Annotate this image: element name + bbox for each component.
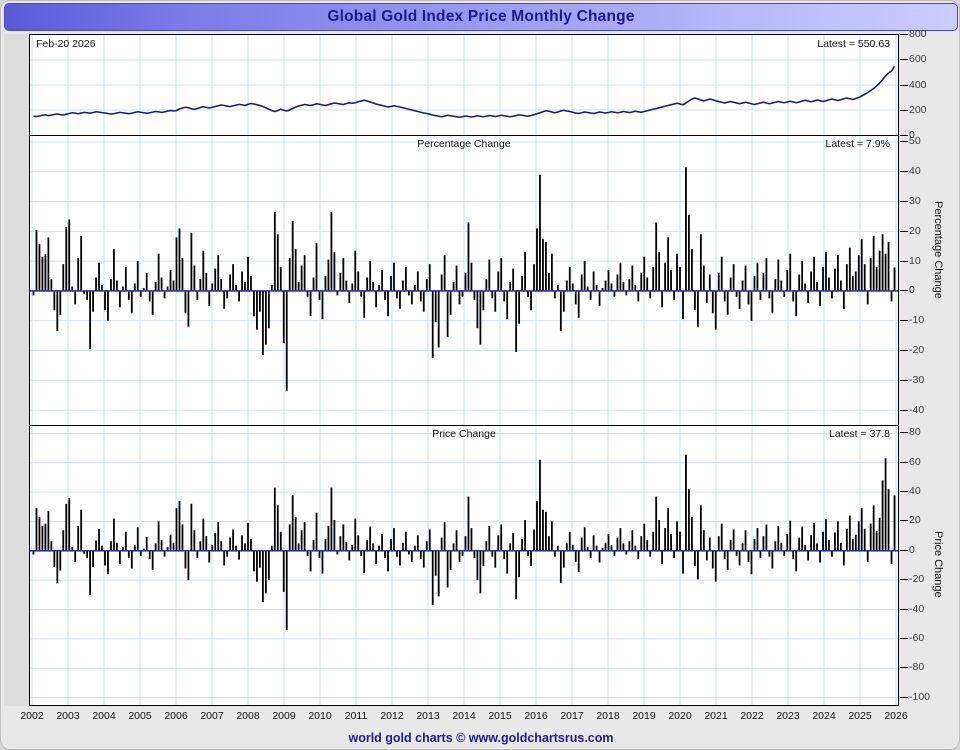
y-axis-tick-0: 0 xyxy=(909,129,915,141)
y-axis-tick-1: 10 xyxy=(909,254,921,267)
y-axis-tickmark xyxy=(900,34,908,35)
y-axis-tickmark xyxy=(900,667,908,669)
y-axis-tickmark xyxy=(900,84,908,86)
index-price-plot xyxy=(30,35,898,135)
y-axis-tickmark xyxy=(900,109,908,111)
y-axis-tickmark xyxy=(900,320,908,322)
x-axis-tick-2014: 2014 xyxy=(452,710,476,722)
y-axis-tick-1: 0 xyxy=(909,284,915,297)
x-axis-tick-2024: 2024 xyxy=(812,710,836,722)
y-axis-tickmark xyxy=(900,170,908,172)
y-axis-tickmark xyxy=(900,520,908,522)
y-axis-tick-2: 0 xyxy=(909,543,915,556)
x-axis-tick-2022: 2022 xyxy=(740,710,764,722)
chart-plot-area: Feb-20 2026 Latest = 550.63 Percentage C… xyxy=(29,34,899,706)
y-axis-tickmark xyxy=(900,579,908,581)
y-axis-tickmark xyxy=(900,135,908,136)
percentage-latest-label: Latest = 7.9% xyxy=(825,138,890,150)
x-axis-tick-2020: 2020 xyxy=(668,710,692,722)
x-axis-tick-2002: 2002 xyxy=(20,710,44,722)
left-margin-strip xyxy=(4,34,29,706)
percentage-change-title: Percentage Change xyxy=(417,138,511,150)
y-axis-tickmark xyxy=(900,260,908,262)
y-axis-tickmark xyxy=(900,410,908,412)
y-axis-tick-2: -20 xyxy=(909,573,925,586)
y-axis-tick-1: -20 xyxy=(909,344,925,357)
x-axis-tick-2009: 2009 xyxy=(272,710,296,722)
x-axis-tick-2004: 2004 xyxy=(92,710,116,722)
y-axis-tickmark xyxy=(900,350,908,352)
y-axis-tick-0: 800 xyxy=(909,28,927,40)
y-axis-tick-1: 40 xyxy=(909,164,921,177)
y-axis-tick-2: -100 xyxy=(909,690,931,703)
y-axis-tickmark xyxy=(900,608,908,610)
x-axis-tick-2017: 2017 xyxy=(560,710,584,722)
page-title: Global Gold Index Price Monthly Change xyxy=(327,8,635,25)
y-axis-tick-0: 400 xyxy=(909,78,927,91)
y-axis-tick-2: -80 xyxy=(909,661,925,674)
y-axis-tickmark xyxy=(900,491,908,493)
y-axis-tickmark xyxy=(900,380,908,382)
panel-price-change: Price Change Latest = 37.8 xyxy=(30,426,898,705)
x-axis-tick-2005: 2005 xyxy=(128,710,152,722)
y-axis-tick-2: 60 xyxy=(909,455,921,468)
date-label: Feb-20 2026 xyxy=(36,38,96,50)
x-axis-tick-2016: 2016 xyxy=(524,710,548,722)
y-axis-tickmark xyxy=(900,230,908,232)
y-axis-tick-1: 30 xyxy=(909,194,921,207)
y-axis-tick-2: 80 xyxy=(909,426,921,439)
price-change-title: Price Change xyxy=(432,428,496,440)
y-axis-tickmark xyxy=(900,200,908,202)
y-axis-tickmark xyxy=(900,140,908,142)
y-axis-tick-2: 20 xyxy=(909,514,921,527)
x-axis-tick-2025: 2025 xyxy=(848,710,872,722)
y-axis-tick-2: 40 xyxy=(909,485,921,498)
x-axis-tick-2013: 2013 xyxy=(416,710,440,722)
x-axis-tick-2003: 2003 xyxy=(56,710,80,722)
x-axis-tick-2006: 2006 xyxy=(164,710,188,722)
y-axis-tickmark xyxy=(900,696,908,698)
y-axis-tick-1: -40 xyxy=(909,404,925,417)
x-axis-tick-2018: 2018 xyxy=(596,710,620,722)
percentage-change-axis-title: Percentage Change xyxy=(932,201,944,299)
footer-credit: world gold charts © www.goldchartsrus.co… xyxy=(348,731,614,745)
x-axis-tick-2010: 2010 xyxy=(308,710,332,722)
x-axis-tick-2015: 2015 xyxy=(488,710,512,722)
x-axis-tick-2021: 2021 xyxy=(704,710,728,722)
y-axis-tick-2: -40 xyxy=(909,602,925,615)
y-axis-tick-1: -30 xyxy=(909,374,925,387)
x-axis-tick-2026: 2026 xyxy=(884,710,908,722)
y-axis-tickmark xyxy=(900,461,908,463)
y-axis-tick-0: 600 xyxy=(909,53,927,66)
y-axis-tickmark xyxy=(900,637,908,639)
y-axis-tick-0: 200 xyxy=(909,103,927,116)
y-axis-tick-1: 20 xyxy=(909,224,921,237)
price-change-plot xyxy=(30,426,898,705)
x-axis-tick-2019: 2019 xyxy=(632,710,656,722)
window-titlebar: Global Gold Index Price Monthly Change xyxy=(4,3,958,31)
percentage-change-plot xyxy=(30,136,898,425)
x-axis-tick-2008: 2008 xyxy=(236,710,260,722)
y-axis-tickmark xyxy=(900,59,908,61)
y-axis-tickmark xyxy=(900,549,908,551)
x-axis-tick-2011: 2011 xyxy=(344,710,368,722)
x-axis-tick-2012: 2012 xyxy=(380,710,404,722)
y-axis-tick-1: -10 xyxy=(909,314,925,327)
x-axis-tick-2007: 2007 xyxy=(200,710,224,722)
panel-percentage-change: Percentage Change Latest = 7.9% xyxy=(30,136,898,426)
index-latest-label: Latest = 550.63 xyxy=(817,38,890,50)
x-axis-tick-2023: 2023 xyxy=(776,710,800,722)
panel-index-price: Feb-20 2026 Latest = 550.63 xyxy=(30,35,898,136)
y-axis-tickmark xyxy=(900,432,908,434)
price-change-axis-title: Price Change xyxy=(932,531,944,598)
y-axis-tick-2: -60 xyxy=(909,631,925,644)
y-axis-tick-1: 50 xyxy=(909,134,921,147)
price-latest-label: Latest = 37.8 xyxy=(828,428,890,440)
y-axis-tickmark xyxy=(900,290,908,292)
